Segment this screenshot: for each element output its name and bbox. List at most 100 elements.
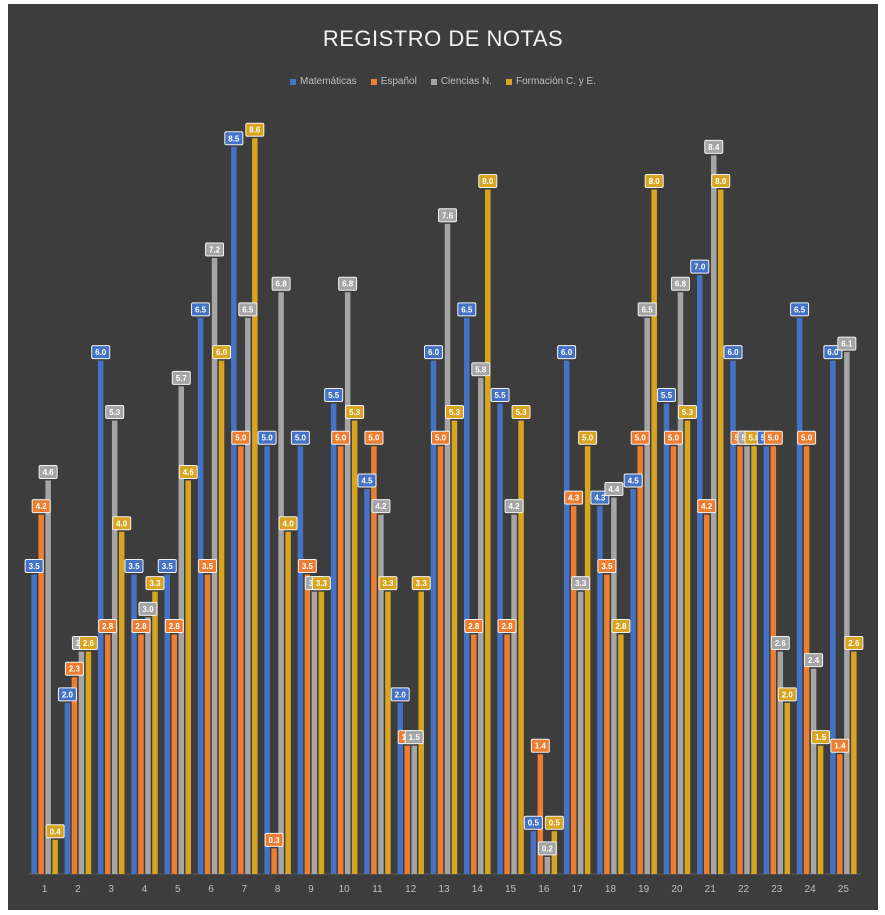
data-label-text: 0.5 (549, 819, 561, 828)
data-label-text: 3.5 (202, 562, 214, 571)
bar (430, 360, 437, 875)
data-label-text: 2.4 (808, 656, 820, 665)
data-label-box (804, 653, 824, 668)
bar (111, 420, 118, 874)
data-label: 2.6 (770, 636, 790, 651)
bar (577, 591, 584, 874)
bar (38, 514, 44, 874)
data-label-box (178, 464, 198, 479)
data-label: 4.2 (31, 499, 51, 514)
data-label: 2.0 (777, 687, 797, 702)
bar (145, 617, 151, 874)
data-label-box (411, 576, 431, 591)
data-label-text: 0.5 (528, 819, 540, 828)
data-label: 4.5 (623, 473, 643, 488)
data-label-text: 5.0 (295, 434, 307, 443)
data-label: 2.3 (64, 661, 84, 676)
data-label-box (91, 345, 111, 360)
bar (637, 446, 643, 874)
data-label-box (763, 430, 783, 445)
bar (696, 275, 703, 875)
bar (285, 531, 291, 874)
data-label: 8.4 (704, 139, 724, 154)
data-label: 3.5 (198, 559, 218, 574)
bar (64, 702, 71, 874)
data-label-text: 5.0 (368, 434, 380, 443)
data-label-box (331, 430, 351, 445)
data-label-box (464, 618, 484, 633)
data-label-text: 3.5 (162, 562, 174, 571)
bar (744, 446, 750, 874)
data-label: 5.0 (797, 430, 817, 445)
data-label-text: 6.0 (428, 348, 440, 357)
bar (518, 420, 524, 874)
data-label-text: 6.1 (841, 340, 853, 349)
data-label-text: 2.6 (848, 639, 860, 648)
data-label: 4.5 (357, 473, 377, 488)
data-label-text: 5.0 (435, 434, 447, 443)
data-label-text: 4.2 (36, 502, 48, 511)
data-label: 4.2 (504, 499, 524, 514)
data-label: 5.0 (290, 430, 310, 445)
data-label: 2.8 (464, 618, 484, 633)
bar (204, 574, 211, 874)
bar (730, 360, 736, 875)
bar (497, 403, 503, 874)
legend-item: Formación C. y E. (505, 76, 596, 87)
data-label-box (711, 174, 731, 189)
bar (618, 634, 624, 874)
data-label-text: 3.5 (128, 562, 140, 571)
data-label-text: 4.5 (361, 477, 373, 486)
data-label-box (597, 559, 617, 574)
data-label-text: 5.3 (515, 408, 527, 417)
data-label-text: 4.4 (608, 485, 620, 494)
data-label: 8.0 (644, 174, 664, 189)
data-label-text: 4.6 (183, 468, 195, 477)
data-label-text: 5.0 (668, 434, 680, 443)
bar (385, 591, 391, 874)
data-label: 4.2 (697, 499, 717, 514)
data-label-box (497, 618, 517, 633)
data-label-box (78, 636, 98, 651)
data-label: 2.8 (611, 618, 631, 633)
bar (71, 677, 78, 874)
bar (763, 446, 770, 874)
data-label: 8.5 (224, 131, 244, 146)
data-label-box (290, 430, 310, 445)
data-label: 2.8 (131, 618, 151, 633)
data-label-text: 4.0 (283, 519, 295, 528)
data-label: 6.8 (338, 276, 358, 291)
data-label: 7.0 (690, 259, 710, 274)
data-label-text: 4.2 (375, 502, 387, 511)
data-label-text: 3.3 (316, 579, 328, 588)
legend-swatch (370, 78, 377, 85)
legend-label: Matemáticas (300, 76, 357, 87)
data-label-text: 2.3 (69, 665, 81, 674)
data-label: 1.4 (530, 738, 550, 753)
data-label-text: 5.3 (109, 408, 121, 417)
bar (737, 446, 743, 874)
chart-area: REGISTRO DE NOTAS Matemáticas Español Cien… (8, 4, 878, 910)
data-label-box (324, 387, 344, 402)
bar (297, 446, 304, 874)
data-label-box (571, 576, 591, 591)
data-label-text: 6.8 (342, 280, 354, 289)
data-label-text: 5.0 (748, 434, 760, 443)
data-label-text: 5.5 (494, 391, 506, 400)
data-label-box (578, 430, 598, 445)
data-label: 3.5 (597, 559, 617, 574)
data-label-box (24, 559, 44, 574)
data-label-text: 6.8 (276, 280, 288, 289)
data-label: 4.2 (371, 499, 391, 514)
data-label-box (445, 405, 464, 420)
data-label: 8.0 (478, 174, 498, 189)
data-label-box (390, 687, 410, 702)
data-label-box (278, 516, 298, 531)
data-label-text: 5.3 (449, 408, 461, 417)
data-label: 6.0 (91, 345, 111, 360)
data-label-text: 2.8 (169, 622, 181, 631)
bar (544, 856, 551, 874)
data-label-text: 3.3 (416, 579, 428, 588)
data-label: 6.5 (457, 302, 477, 317)
bar (45, 480, 51, 874)
